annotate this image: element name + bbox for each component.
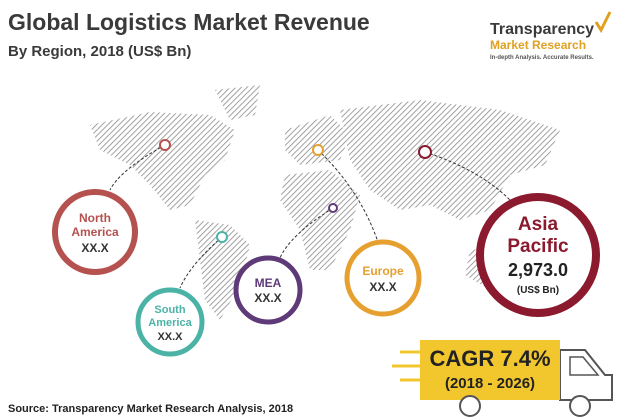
region-ring [344, 239, 422, 317]
region-north-america: North America XX.X [52, 189, 138, 275]
marker [418, 145, 432, 159]
connector [317, 149, 379, 243]
region-asia-pacific: Asia Pacific 2,973.0 (US$ Bn) [476, 193, 600, 317]
cagr-period: (2018 - 2026) [445, 375, 535, 392]
region-ring [52, 189, 138, 275]
region-name: South [154, 304, 185, 316]
connector [109, 144, 166, 191]
region-value: XX.X [369, 280, 396, 294]
logo-name: Transparency [490, 21, 594, 38]
greenland-land [215, 85, 260, 120]
connectors [109, 139, 511, 289]
cagr-truck: CAGR 7.4% (2018 - 2026) [392, 340, 613, 417]
region-name: MEA [255, 276, 282, 290]
cagr-banner [420, 340, 560, 400]
speed-lines [392, 350, 420, 382]
logo-check [594, 11, 612, 34]
logo-name2: Market Research [490, 38, 586, 52]
asia-land [340, 100, 560, 220]
logo-tagline: In-depth Analysis. Accurate Results. [490, 55, 594, 61]
connector [424, 151, 511, 201]
north-america-land [90, 112, 235, 210]
marker [216, 231, 228, 243]
connector [179, 236, 223, 289]
marker [312, 144, 324, 156]
wheel [459, 395, 481, 417]
region-name: North [79, 211, 111, 225]
logo: Transparency Market Research In-depth An… [490, 11, 612, 61]
region-name: America [148, 317, 192, 329]
region-name: America [71, 225, 119, 239]
wheel [569, 395, 591, 417]
marker [159, 139, 171, 151]
region-name: Europe [362, 264, 404, 278]
region-mea: MEA XX.X [233, 255, 303, 325]
africa-land [280, 170, 360, 270]
region-south-america: South America XX.X [135, 287, 205, 357]
region-ring [476, 193, 600, 317]
region-name: Pacific [507, 236, 569, 257]
subtitle: By Region, 2018 (US$ Bn) [8, 43, 191, 60]
title: Global Logistics Market Revenue [8, 9, 370, 35]
region-ring [135, 287, 205, 357]
region-value: XX.X [81, 241, 108, 255]
region-europe: Europe XX.X [344, 239, 422, 317]
region-ring [233, 255, 303, 325]
source: Source: Transparency Market Research Ana… [8, 403, 293, 415]
region-value: XX.X [254, 291, 281, 305]
truck-window [569, 356, 600, 376]
region-value: XX.X [157, 331, 183, 343]
europe-land [285, 115, 350, 165]
cagr-label: CAGR 7.4% [429, 346, 550, 371]
marker [328, 203, 338, 213]
region-unit: (US$ Bn) [517, 285, 559, 296]
region-value: 2,973.0 [508, 260, 568, 280]
south-america-land [195, 220, 250, 320]
region-name: Asia [518, 214, 559, 235]
